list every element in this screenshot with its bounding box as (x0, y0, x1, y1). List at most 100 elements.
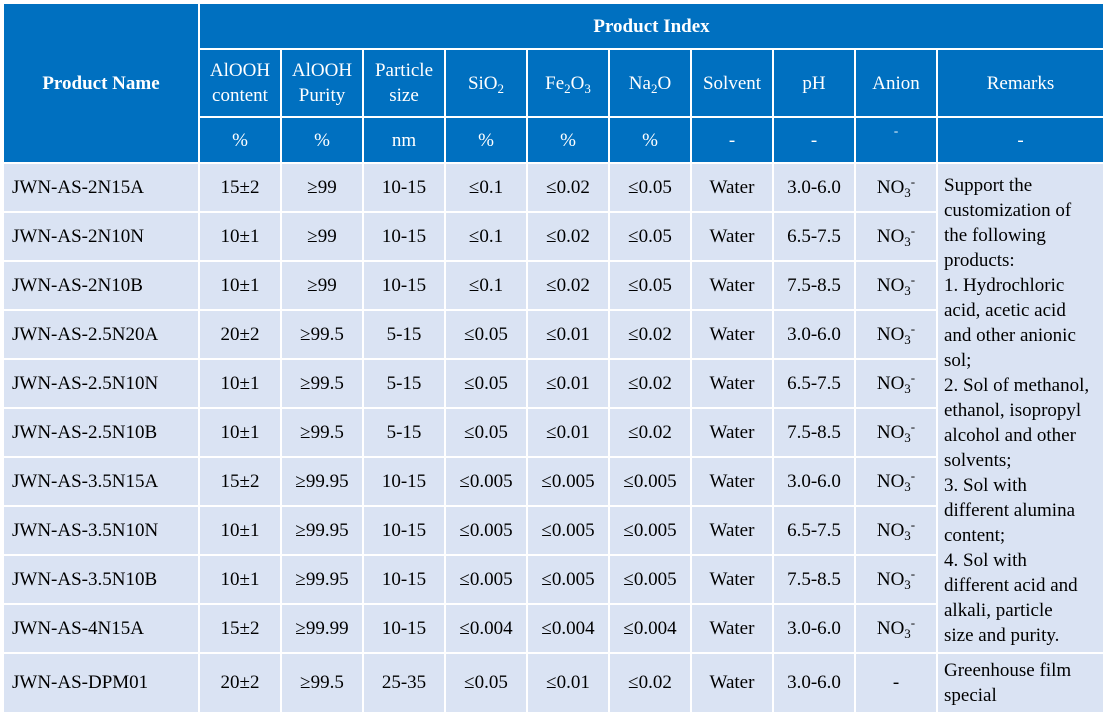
ph-cell: 3.0-6.0 (772, 456, 856, 507)
content-cell: 15±2 (198, 162, 282, 213)
product-name-cell: JWN-AS-2N15A (2, 162, 200, 213)
column-header-na2o: Na2O (608, 48, 692, 118)
content-cell: 10±1 (198, 211, 282, 262)
column-header-alooh-content: AlOOH content (198, 48, 282, 118)
ph-cell: 7.5-8.5 (772, 260, 856, 311)
anion-cell: NO3- (854, 456, 938, 507)
fe2o3-cell: ≤0.01 (526, 358, 610, 409)
solvent-cell: Water (690, 554, 774, 605)
product-name-cell: JWN-AS-2N10N (2, 211, 200, 262)
size-cell: 5-15 (362, 309, 446, 360)
size-cell: 10-15 (362, 554, 446, 605)
ph-cell: 7.5-8.5 (772, 407, 856, 458)
na2o-cell: ≤0.005 (608, 456, 692, 507)
table-row: JWN-AS-3.5N10B 10±1 ≥99.95 10-15 ≤0.005 ≤0.00… (2, 554, 1104, 605)
ph-cell: 3.0-6.0 (772, 603, 856, 654)
unit-anion: - (854, 116, 938, 164)
fe2o3-cell: ≤0.005 (526, 554, 610, 605)
table-row: JWN-AS-2.5N10N 10±1 ≥99.5 5-15 ≤0.05 ≤0.01 ≤0.… (2, 358, 1104, 409)
column-header-row: AlOOH content AlOOH Purity Particle size Si… (3, 48, 1105, 118)
customization-remarks-cell: Support the customization of the following… (935, 162, 1105, 654)
special-remarks-cell: Greenhouse film special (935, 652, 1105, 714)
na2o-cell: ≤0.004 (608, 603, 692, 654)
sio2-cell: ≤0.05 (444, 652, 528, 714)
product-name-header: Product Name (2, 2, 200, 164)
solvent-cell: Water (690, 260, 774, 311)
anion-cell: NO3- (854, 309, 938, 360)
fe2o3-cell: ≤0.02 (526, 211, 610, 262)
table-row: JWN-AS-3.5N10N 10±1 ≥99.95 10-15 ≤0.005 ≤0.00… (2, 505, 1104, 556)
product-name-cell: JWN-AS-2.5N10B (2, 407, 200, 458)
fe2o3-cell: ≤0.02 (526, 260, 610, 311)
fe2o3-cell: ≤0.005 (526, 505, 610, 556)
size-cell: 10-15 (362, 505, 446, 556)
sio2-cell: ≤0.005 (444, 456, 528, 507)
unit-sio2: % (444, 116, 528, 164)
na2o-cell: ≤0.05 (608, 162, 692, 213)
product-name-cell: JWN-AS-3.5N15A (2, 456, 200, 507)
fe2o3-cell: ≤0.01 (526, 652, 610, 714)
na2o-cell: ≤0.05 (608, 260, 692, 311)
solvent-cell: Water (690, 505, 774, 556)
anion-cell: NO3- (854, 260, 938, 311)
content-cell: 10±1 (198, 407, 282, 458)
product-name-cell: JWN-AS-DPM01 (2, 652, 200, 714)
unit-particle-size: nm (362, 116, 446, 164)
unit-solvent: - (690, 116, 774, 164)
sio2-cell: ≤0.1 (444, 211, 528, 262)
purity-cell: ≥99.99 (280, 603, 364, 654)
solvent-cell: Water (690, 358, 774, 409)
ph-cell: 3.0-6.0 (772, 309, 856, 360)
column-header-ph: pH (772, 48, 856, 118)
na2o-cell: ≤0.05 (608, 211, 692, 262)
size-cell: 10-15 (362, 162, 446, 213)
sio2-cell: ≤0.05 (444, 407, 528, 458)
table-row: JWN-AS-2.5N20A 20±2 ≥99.5 5-15 ≤0.05 ≤0.01 ≤0.… (2, 309, 1104, 360)
sio2-cell: ≤0.1 (444, 260, 528, 311)
solvent-cell: Water (690, 309, 774, 360)
na2o-cell: ≤0.02 (608, 652, 692, 714)
anion-cell: NO3- (854, 162, 938, 213)
unit-na2o: % (608, 116, 692, 164)
table-row: JWN-AS-3.5N15A 15±2 ≥99.95 10-15 ≤0.005 ≤0.00… (2, 456, 1104, 507)
sio2-cell: ≤0.004 (444, 603, 528, 654)
anion-cell: NO3- (854, 554, 938, 605)
product-name-cell: JWN-AS-2.5N10N (2, 358, 200, 409)
na2o-cell: ≤0.02 (608, 358, 692, 409)
purity-cell: ≥99.5 (280, 407, 364, 458)
product-name-cell: JWN-AS-4N15A (2, 603, 200, 654)
anion-cell: NO3- (854, 407, 938, 458)
purity-cell: ≥99 (280, 211, 364, 262)
ph-cell: 3.0-6.0 (772, 652, 856, 714)
table-header: Product Name Product Index AlOOH content… (2, 2, 1105, 164)
solvent-cell: Water (690, 211, 774, 262)
content-cell: 15±2 (198, 603, 282, 654)
solvent-cell: Water (690, 603, 774, 654)
column-header-sio2: SiO2 (444, 48, 528, 118)
size-cell: 10-15 (362, 603, 446, 654)
purity-cell: ≥99 (280, 260, 364, 311)
solvent-cell: Water (690, 456, 774, 507)
anion-cell: NO3- (854, 505, 938, 556)
purity-cell: ≥99.95 (280, 554, 364, 605)
unit-remarks: - (935, 116, 1105, 164)
purity-cell: ≥99.5 (280, 652, 364, 714)
na2o-cell: ≤0.02 (608, 407, 692, 458)
unit-fe2o3: % (526, 116, 610, 164)
table-body: JWN-AS-2N15A 15±2 ≥99 10-15 ≤0.1 ≤0.02 ≤0.05 Wa… (2, 162, 1105, 714)
fe2o3-cell: ≤0.005 (526, 456, 610, 507)
fe2o3-cell: ≤0.02 (526, 162, 610, 213)
fe2o3-cell: ≤0.01 (526, 407, 610, 458)
content-cell: 20±2 (198, 652, 282, 714)
purity-cell: ≥99.5 (280, 309, 364, 360)
table-row: JWN-AS-2N10N 10±1 ≥99 10-15 ≤0.1 ≤0.02 ≤0.05 Wa… (2, 211, 1104, 262)
ph-cell: 7.5-8.5 (772, 554, 856, 605)
size-cell: 10-15 (362, 211, 446, 262)
content-cell: 10±1 (198, 260, 282, 311)
size-cell: 5-15 (362, 358, 446, 409)
na2o-cell: ≤0.02 (608, 309, 692, 360)
table-row: JWN-AS-DPM01 20±2 ≥99.5 25-35 ≤0.05 ≤0.01 ≤0.0… (2, 652, 1105, 714)
size-cell: 10-15 (362, 456, 446, 507)
sio2-cell: ≤0.05 (444, 358, 528, 409)
